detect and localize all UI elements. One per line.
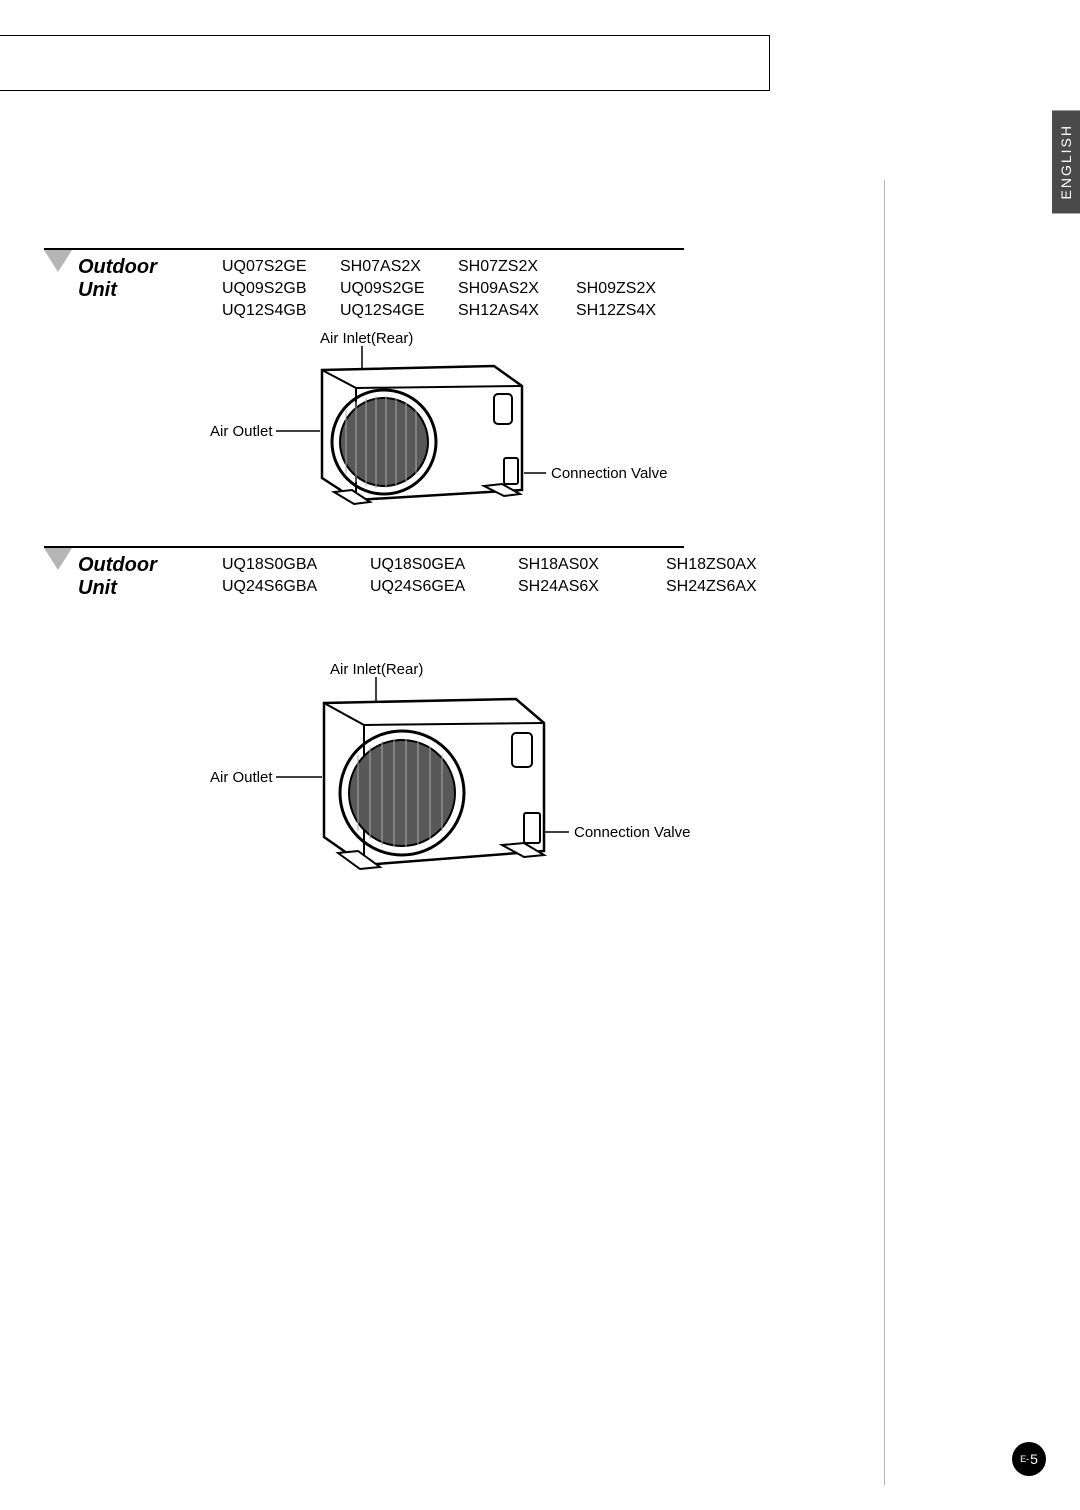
model-code: SH12ZS4X [576,300,694,322]
model-code: SH09ZS2X [576,278,694,300]
model-code: UQ12S4GB [222,300,340,322]
air-inlet-label: Air Inlet(Rear) [320,330,413,347]
section-title: Outdoor Unit [78,256,157,302]
model-code: UQ09S2GB [222,278,340,300]
model-code: SH18ZS0AX [666,554,814,576]
model-list: UQ18S0GBA UQ18S0GEA SH18AS0X SH18ZS0AX U… [222,554,814,598]
model-code: UQ24S6GEA [370,576,518,598]
model-code: UQ07S2GE [222,256,340,278]
model-code: SH24ZS6AX [666,576,814,598]
vertical-divider [884,180,885,1485]
section-rule [44,546,684,548]
connection-valve-label: Connection Valve [574,824,690,841]
model-code: UQ12S4GE [340,300,458,322]
model-list: UQ07S2GE SH07AS2X SH07ZS2X UQ09S2GB UQ09… [222,256,694,322]
diagram-2: Air Inlet(Rear) Air Outlet Connection Va… [184,661,724,896]
page-header-rule [0,35,770,91]
air-outlet-label: Air Outlet [210,769,273,786]
page-number-prefix: E- [1020,1454,1029,1464]
model-code: SH07ZS2X [458,256,576,278]
model-code: UQ18S0GBA [222,554,370,576]
model-code: UQ09S2GE [340,278,458,300]
model-code: SH09AS2X [458,278,576,300]
language-tab: ENGLISH [1052,110,1080,213]
section-marker-icon [44,250,72,272]
model-code: UQ18S0GEA [370,554,518,576]
diagram-1: Air Inlet(Rear) Air Outlet Connection Va… [184,330,704,525]
air-outlet-label: Air Outlet [210,423,273,440]
model-code [576,256,694,278]
connection-valve-label: Connection Valve [551,465,667,482]
model-code: SH24AS6X [518,576,666,598]
model-code: SH18AS0X [518,554,666,576]
model-code: UQ24S6GBA [222,576,370,598]
model-code: SH07AS2X [340,256,458,278]
section-rule [44,248,684,250]
section-title: Outdoor Unit [78,554,157,600]
air-inlet-label: Air Inlet(Rear) [330,661,423,678]
section-marker-icon [44,548,72,570]
page-number-value: 5 [1030,1451,1038,1467]
model-code: SH12AS4X [458,300,576,322]
page-number: E-5 [1012,1442,1046,1476]
